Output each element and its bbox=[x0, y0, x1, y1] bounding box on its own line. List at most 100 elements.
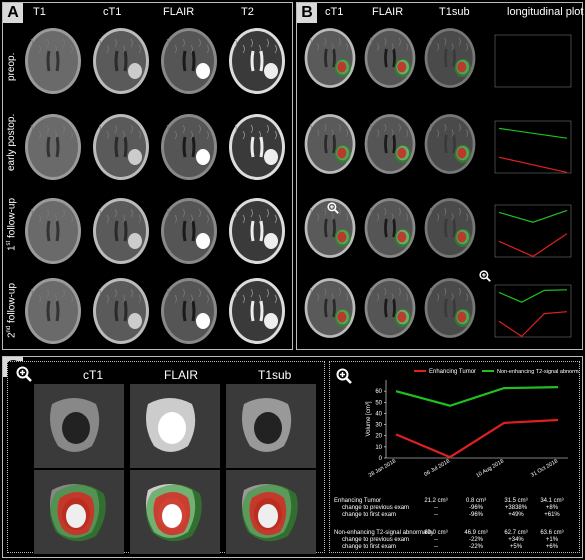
row-label-first-followup: 1st follow-up bbox=[6, 197, 18, 251]
zoom-in-icon[interactable] bbox=[336, 368, 352, 384]
scan-b-sub-row3 bbox=[421, 195, 479, 261]
scan-ct1-row4 bbox=[89, 275, 153, 347]
panel-a: A T1 cT1 FLAIR T2 preop. early postop. 1… bbox=[2, 2, 293, 350]
scan-b-ct1-row3 bbox=[301, 195, 359, 261]
scan-b-sub-row4 bbox=[421, 275, 479, 341]
panel-c-images: cT1 FLAIR T1sub bbox=[7, 361, 325, 554]
scan-ct1-row1 bbox=[89, 25, 153, 97]
table-cell-et_prev-3: +8% bbox=[545, 505, 559, 511]
legend-entry-et: Enhancing Tumor bbox=[429, 369, 476, 375]
table-cell-et_values-0: 21.2 cm³ bbox=[424, 498, 448, 504]
table-cell-ne_prev-2: +34% bbox=[508, 537, 524, 543]
zoom-scan-t1sub-row1 bbox=[226, 384, 316, 468]
scan-b-ct1-row1 bbox=[301, 25, 359, 91]
panel-c-chart: 0 10 20 30 40 50 60 Volume [cm³] 28 Jan 2018 06 J… bbox=[329, 361, 580, 553]
y-tick-label: 10 bbox=[375, 445, 382, 451]
scan-t1-row4 bbox=[21, 275, 85, 347]
x-tick-label: 06 Jul 2018 bbox=[423, 459, 451, 478]
scan-b-ct1-row2 bbox=[301, 111, 359, 177]
row-label-second-followup: 2nd follow-up bbox=[6, 282, 18, 338]
y-axis-label: Volume [cm³] bbox=[366, 401, 372, 436]
row-label-early-postop: early postop. bbox=[6, 113, 17, 171]
ne-change-first: change to first exam bbox=[342, 544, 397, 550]
table-cell-ne_prev-3: +1% bbox=[545, 537, 559, 543]
volume-table: Enhancing Tumor change to previous exam … bbox=[330, 488, 579, 552]
scan-t2-row2 bbox=[225, 111, 289, 183]
table-cell-et_prev-0: -- bbox=[434, 505, 438, 511]
table-cell-ne_first-0: -- bbox=[434, 544, 438, 550]
et-change-first: change to first exam bbox=[342, 512, 397, 518]
table-cell-et_prev-1: -96% bbox=[468, 505, 483, 511]
mini-longitudinal-plot-row4 bbox=[487, 279, 575, 349]
panel-b: B cT1 FLAIR T1sub longitudinal plot bbox=[296, 2, 583, 350]
scan-ct1-row2 bbox=[89, 111, 153, 183]
ne-header: Non-enhancing T2-signal abnormality bbox=[334, 530, 434, 536]
y-tick-label: 40 bbox=[375, 411, 382, 417]
x-tick-label: 31 Oct 2018 bbox=[530, 459, 559, 479]
table-cell-et_values-1: 0.8 cm³ bbox=[465, 498, 486, 504]
y-tick-label: 30 bbox=[375, 423, 382, 429]
col-header-t1sub-c: T1sub bbox=[258, 368, 292, 382]
scan-b-flair-row3 bbox=[361, 195, 419, 261]
scan-t2-row1 bbox=[225, 25, 289, 97]
zoom-in-icon[interactable] bbox=[327, 201, 339, 214]
table-cell-et_values-2: 31.5 cm³ bbox=[504, 498, 528, 504]
zoom-scan-t1sub-row2 bbox=[226, 470, 316, 554]
col-header-flair-c: FLAIR bbox=[164, 368, 199, 382]
table-cell-ne_first-1: -22% bbox=[468, 544, 483, 550]
series-line-0 bbox=[395, 418, 559, 459]
table-cell-et_first-1: -96% bbox=[468, 512, 483, 518]
scan-t1-row1 bbox=[21, 25, 85, 97]
col-header-ct1: cT1 bbox=[103, 6, 122, 18]
col-header-longitudinal-plot: longitudinal plot bbox=[507, 6, 584, 18]
table-cell-et_values-3: 34.1 cm³ bbox=[540, 498, 564, 504]
table-cell-et_prev-2: +3838% bbox=[504, 505, 528, 511]
x-tick-label: 10 Aug 2018 bbox=[475, 459, 505, 480]
panel-a-label: A bbox=[3, 3, 23, 23]
y-tick-label: 0 bbox=[379, 456, 383, 462]
y-tick-label: 20 bbox=[375, 434, 382, 440]
legend-entry-ne: Non-enhancing T2-signal abnormality bbox=[497, 369, 579, 375]
et-change-prev: change to previous exam bbox=[342, 505, 410, 511]
row-label-preop: preop. bbox=[6, 52, 17, 81]
col-header-t1: T1 bbox=[33, 6, 46, 18]
scan-b-flair-row1 bbox=[361, 25, 419, 91]
scan-t1-row2 bbox=[21, 111, 85, 183]
scan-ct1-row3 bbox=[89, 195, 153, 267]
scan-flair-row2 bbox=[157, 111, 221, 183]
mini-longitudinal-plot-row3 bbox=[487, 199, 575, 269]
col-header-t2: T2 bbox=[241, 6, 254, 18]
zoom-in-icon[interactable] bbox=[479, 269, 491, 282]
zoom-scan-ct1-row1 bbox=[34, 384, 124, 468]
zoom-scan-ct1-row2 bbox=[34, 470, 124, 554]
y-tick-label: 50 bbox=[375, 400, 382, 406]
col-header-flair: FLAIR bbox=[163, 6, 195, 18]
table-cell-ne_prev-1: -22% bbox=[468, 537, 483, 543]
mini-longitudinal-plot-row1 bbox=[487, 29, 575, 99]
scan-b-sub-row1 bbox=[421, 25, 479, 91]
table-cell-ne_values-0: 60.0 cm³ bbox=[424, 530, 448, 536]
scan-b-flair-row4 bbox=[361, 275, 419, 341]
y-tick-label: 60 bbox=[375, 389, 382, 395]
table-cell-et_first-3: +61% bbox=[544, 512, 560, 518]
scan-b-sub-row2 bbox=[421, 111, 479, 177]
scan-t2-row3 bbox=[225, 195, 289, 267]
scan-flair-row1 bbox=[157, 25, 221, 97]
table-cell-ne_values-3: 63.6 cm³ bbox=[540, 530, 564, 536]
table-cell-ne_values-2: 62.7 cm³ bbox=[504, 530, 528, 536]
scan-flair-row4 bbox=[157, 275, 221, 347]
scan-t1-row3 bbox=[21, 195, 85, 267]
et-header: Enhancing Tumor bbox=[334, 498, 382, 504]
col-header-ct1-c: cT1 bbox=[83, 368, 104, 382]
zoom-in-icon[interactable] bbox=[16, 366, 32, 382]
ne-change-prev: change to previous exam bbox=[342, 537, 410, 543]
series-line-1 bbox=[395, 386, 559, 407]
panel-b-label: B bbox=[297, 3, 317, 23]
table-cell-ne_first-2: +5% bbox=[509, 544, 523, 550]
x-tick-label: 28 Jan 2018 bbox=[368, 459, 397, 479]
scan-b-flair-row2 bbox=[361, 111, 419, 177]
table-cell-et_first-2: +49% bbox=[508, 512, 524, 518]
col-header-ct1-b: cT1 bbox=[325, 6, 344, 18]
